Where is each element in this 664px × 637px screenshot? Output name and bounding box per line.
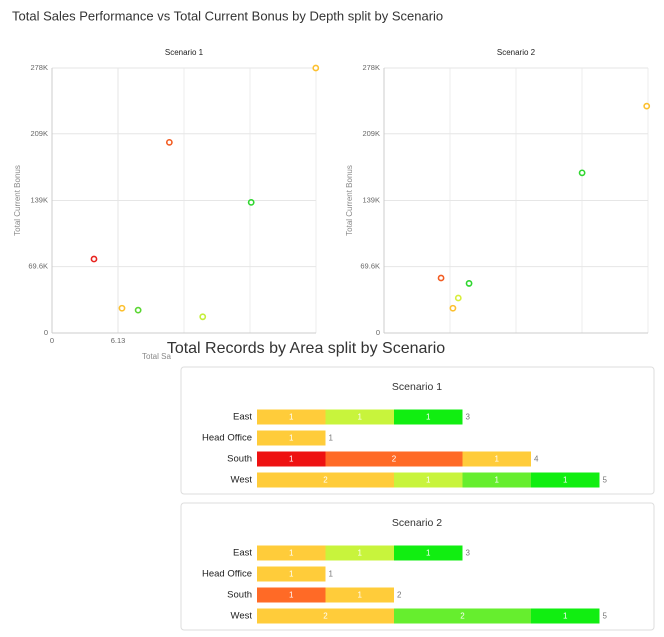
segment-label: 2 [392, 455, 397, 464]
total-label: 1 [329, 570, 334, 579]
bar-segment [325, 587, 394, 603]
bar-segment [325, 545, 394, 561]
point [90, 255, 98, 263]
segment-label: 1 [426, 476, 431, 485]
total-label: 5 [603, 612, 608, 621]
segment-label: 1 [426, 413, 431, 422]
segment-label: 1 [358, 413, 363, 422]
bar-segment [325, 409, 394, 425]
point [312, 64, 320, 72]
y-tick-label: 278K [362, 63, 380, 72]
bar-segment [462, 451, 531, 467]
x-tick-label: 6.13 [111, 336, 126, 345]
point [165, 138, 173, 146]
y-axis-label: Total Current Bonus [13, 165, 22, 236]
segment-label: 1 [289, 455, 294, 464]
category-label: South [227, 590, 252, 601]
bar-segment [394, 545, 463, 561]
category-label: Head Office [202, 569, 252, 580]
total-label: 3 [466, 413, 471, 422]
segment-label: 2 [460, 612, 465, 621]
y-axis-label: Total Current Bonus [345, 165, 354, 236]
segment-label: 2 [323, 476, 328, 485]
total-label: 1 [329, 434, 334, 443]
point [449, 304, 457, 312]
chart-title: Scenario 2 [497, 48, 536, 57]
x-tick-label: 0 [50, 336, 54, 345]
segment-label: 1 [289, 434, 294, 443]
scatter-section-title: Total Sales Performance vs Total Current… [12, 8, 443, 23]
point [199, 313, 207, 321]
bar-segment [257, 566, 326, 582]
category-label: South [227, 454, 252, 465]
bar-segment [257, 472, 394, 488]
point [578, 169, 586, 177]
segment-label: 1 [563, 476, 568, 485]
segment-label: 1 [495, 455, 500, 464]
segment-label: 1 [358, 549, 363, 558]
category-label: Head Office [202, 433, 252, 444]
bar-segment [394, 472, 463, 488]
bar-segment [462, 472, 531, 488]
y-tick-label: 209K [30, 129, 48, 138]
y-tick-label: 139K [362, 195, 380, 204]
y-tick-label: 209K [362, 129, 380, 138]
segment-label: 1 [289, 413, 294, 422]
bar-segment [531, 608, 600, 624]
y-tick-label: 0 [44, 328, 48, 337]
bar-segment [257, 545, 326, 561]
total-label: 3 [466, 549, 471, 558]
point [134, 306, 142, 314]
y-tick-label: 139K [30, 195, 48, 204]
bar-segment [394, 409, 463, 425]
point [437, 274, 445, 282]
point [247, 199, 255, 206]
category-label: West [231, 475, 253, 486]
y-tick-label: 69.6K [28, 262, 48, 271]
bar-section-title: Total Records by Area split by Scenario [167, 340, 445, 357]
segment-label: 2 [323, 612, 328, 621]
segment-label: 1 [495, 476, 500, 485]
y-tick-label: 278K [30, 63, 48, 72]
point [465, 280, 473, 287]
segment-label: 1 [563, 612, 568, 621]
point [643, 102, 651, 110]
bar-segment [325, 451, 463, 467]
y-tick-label: 0 [376, 328, 380, 337]
chart-title: Scenario 2 [392, 517, 442, 529]
category-label: East [233, 548, 252, 559]
total-label: 4 [534, 455, 539, 464]
category-label: East [233, 412, 252, 423]
category-label: West [231, 611, 253, 622]
bar-segment [257, 409, 326, 425]
y-tick-label: 69.6K [360, 262, 380, 271]
segment-label: 1 [358, 591, 363, 600]
chart-title: Scenario 1 [392, 381, 442, 393]
total-label: 2 [397, 591, 402, 600]
bar-segment [257, 587, 326, 603]
bar-segment [257, 430, 326, 446]
segment-label: 1 [289, 549, 294, 558]
bar-segment [531, 472, 600, 488]
segment-label: 1 [426, 549, 431, 558]
bar-segment [257, 608, 394, 624]
point [454, 294, 462, 302]
total-label: 5 [603, 476, 608, 485]
bar-segment [257, 451, 326, 467]
bar-segment [394, 608, 531, 624]
segment-label: 1 [289, 591, 294, 600]
segment-label: 1 [289, 570, 294, 579]
x-axis-label: Total Sa [142, 352, 171, 361]
point [118, 304, 126, 312]
chart-title: Scenario 1 [165, 48, 204, 57]
